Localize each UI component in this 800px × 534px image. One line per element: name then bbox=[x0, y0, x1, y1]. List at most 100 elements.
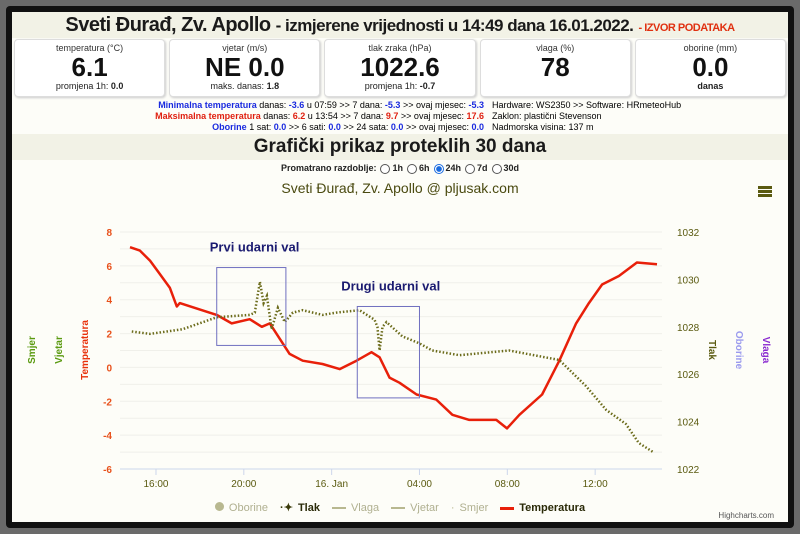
stat-foot-value: -0.7 bbox=[419, 81, 436, 91]
stat-foot: danas bbox=[636, 81, 785, 91]
source-link[interactable]: - IZVOR PODATAKA bbox=[638, 22, 735, 34]
stat-foot-label: maks. danas: bbox=[210, 81, 265, 91]
legend: Oborine ·✦ Tlak Vlaga Vjetar · Smjer Temperatur… bbox=[12, 501, 788, 514]
y-right-tick: 1026 bbox=[677, 370, 700, 381]
stat-card: vjetar (m/s) NE 0.0 maks. danas: 1.8 bbox=[169, 39, 321, 97]
stat-foot: maks. danas: 1.8 bbox=[170, 81, 319, 91]
period-option-6h[interactable]: 6h bbox=[403, 163, 430, 174]
value: 0.0 bbox=[390, 122, 404, 132]
y-left-tick: 4 bbox=[106, 296, 112, 307]
min-temp-row: Minimalna temperatura danas: -3.6 u 07:5… bbox=[12, 100, 484, 111]
legend-label: Oborine bbox=[228, 502, 269, 514]
menu-icon[interactable] bbox=[758, 186, 772, 197]
altitude: Nadmorska visina: 137 m bbox=[492, 122, 594, 132]
stat-foot-value: 0.0 bbox=[110, 81, 124, 91]
legend-symbol-icon bbox=[214, 502, 229, 514]
period-label: Promatrano razdoblje: bbox=[280, 163, 377, 173]
radio-icon[interactable] bbox=[465, 163, 476, 174]
x-tick: 08:00 bbox=[495, 479, 520, 490]
shelter: Zaklon: plastični Stevenson bbox=[492, 111, 602, 121]
axis-title-oborine: Oborine bbox=[733, 331, 744, 370]
stat-foot-label: promjena 1h: bbox=[55, 81, 109, 91]
text: u 07:59 >> 7 dana: bbox=[306, 100, 383, 110]
legend-item-tlak[interactable]: ·✦ Tlak bbox=[280, 501, 320, 514]
annotation-box bbox=[356, 305, 420, 399]
x-tick: 04:00 bbox=[407, 479, 432, 490]
axis-title-vjetar: Vjetar bbox=[54, 336, 65, 364]
stat-label: vjetar (m/s) bbox=[222, 43, 268, 53]
legend-label: Vlaga bbox=[350, 502, 380, 514]
stat-card: oborine (mm) 0.0 danas bbox=[634, 39, 787, 97]
chart-title: Sveti Đurađ, Zv. Apollo @ pljusak.com bbox=[281, 180, 519, 196]
period-selector: Promatrano razdoblje: 1h 6h 24h 7d 30d bbox=[12, 163, 788, 174]
y-left-tick: 6 bbox=[106, 262, 112, 273]
radio-icon[interactable] bbox=[433, 163, 444, 174]
option-label: 24h bbox=[445, 163, 462, 173]
stat-foot: promjena 1h: 0.0 bbox=[15, 81, 164, 91]
stat-label: vlaga (%) bbox=[536, 43, 575, 53]
x-tick: 16:00 bbox=[143, 479, 168, 490]
stat-card: temperatura (°C) 6.1 promjena 1h: 0.0 bbox=[14, 39, 166, 97]
legend-item-vjetar[interactable]: Vjetar bbox=[391, 502, 439, 514]
y-right-tick: 1022 bbox=[677, 465, 700, 476]
y-right-tick: 1028 bbox=[677, 323, 700, 334]
y-left-tick: -2 bbox=[103, 397, 112, 408]
legend-symbol-icon bbox=[331, 502, 351, 514]
rain-label: Oborine bbox=[212, 122, 247, 132]
text: u 13:54 >> 7 dana: bbox=[307, 111, 384, 121]
stat-value: 6.1 bbox=[71, 52, 108, 82]
stat-label: tlak zraka (hPa) bbox=[368, 43, 432, 53]
text: >> 6 sati: bbox=[288, 122, 326, 132]
legend-label: Temperatura bbox=[519, 502, 586, 514]
legend-item-smjer[interactable]: · Smjer bbox=[451, 502, 488, 514]
annotation-label: Prvi udarni val bbox=[210, 240, 300, 255]
series-temperatura bbox=[129, 246, 658, 430]
legend-symbol-icon: · bbox=[450, 502, 455, 514]
y-left-tick: -6 bbox=[103, 465, 112, 476]
stat-foot-label: promjena 1h: bbox=[364, 81, 418, 91]
extremes: Minimalna temperatura danas: -3.6 u 07:5… bbox=[12, 100, 492, 134]
radio-icon[interactable] bbox=[406, 163, 417, 174]
text: >> ovaj mjesec: bbox=[400, 111, 464, 121]
stat-label: temperatura (°C) bbox=[56, 43, 124, 53]
section-title: Grafički prikaz proteklih 30 dana bbox=[12, 134, 788, 160]
y-left-tick: 8 bbox=[106, 228, 112, 239]
rain-row: Oborine 1 sat: 0.0 >> 6 sati: 0.0 >> 24 … bbox=[12, 122, 484, 133]
max-temp-label: Maksimalna temperatura bbox=[155, 111, 261, 121]
stat-value: 78 bbox=[540, 52, 570, 82]
legend-item-temperatura[interactable]: Temperatura bbox=[500, 502, 585, 514]
x-tick: 16. Jan bbox=[315, 479, 348, 490]
measured-at: - izmjerene vrijednosti u 14:49 dana 16.… bbox=[275, 16, 634, 35]
value: 6.2 bbox=[292, 111, 306, 121]
y-left-tick: 0 bbox=[106, 363, 112, 374]
stat-value: 1022.6 bbox=[360, 52, 440, 82]
legend-symbol-icon bbox=[500, 502, 519, 514]
period-option-7d[interactable]: 7d bbox=[461, 163, 488, 174]
x-tick: 20:00 bbox=[231, 479, 256, 490]
value: 0.0 bbox=[471, 122, 484, 132]
stat-foot: promjena 1h: -0.7 bbox=[325, 81, 474, 91]
value: -5.3 bbox=[468, 100, 484, 110]
value: 0.0 bbox=[328, 122, 341, 132]
text: >> ovaj mjesec: bbox=[405, 122, 469, 132]
stats-row: temperatura (°C) 6.1 promjena 1h: 0.0 vjeta… bbox=[12, 38, 788, 98]
x-tick: 12:00 bbox=[583, 479, 608, 490]
legend-item-oborine[interactable]: Oborine bbox=[214, 502, 269, 514]
legend-item-vlaga[interactable]: Vlaga bbox=[331, 502, 380, 514]
period-option-1h[interactable]: 1h bbox=[376, 163, 403, 174]
annotation-label: Drugi udarni val bbox=[341, 278, 440, 293]
axis-title-smjer: Smjer bbox=[27, 336, 38, 364]
axis-title-vlaga: Vlaga bbox=[760, 337, 771, 364]
period-option-24h[interactable]: 24h bbox=[430, 163, 462, 174]
radio-icon[interactable] bbox=[491, 163, 502, 174]
legend-symbol-icon: ·✦ bbox=[280, 502, 293, 514]
option-label: 1h bbox=[392, 163, 403, 173]
chart-svg: 8 6 4 2 0 -2 -4 -6 1032 1030 1028 1026 1024 1022 16:00… bbox=[27, 228, 771, 490]
radio-icon[interactable] bbox=[380, 163, 391, 174]
stat-card: vlaga (%) 78 bbox=[479, 39, 631, 97]
text: danas: bbox=[263, 111, 291, 121]
value: 9.7 bbox=[385, 111, 399, 121]
page-title: Sveti Đurađ, Zv. Apollo - izmjerene vrij… bbox=[12, 12, 788, 38]
credits[interactable]: Highcharts.com bbox=[718, 511, 774, 520]
period-option-30d[interactable]: 30d bbox=[488, 163, 519, 174]
